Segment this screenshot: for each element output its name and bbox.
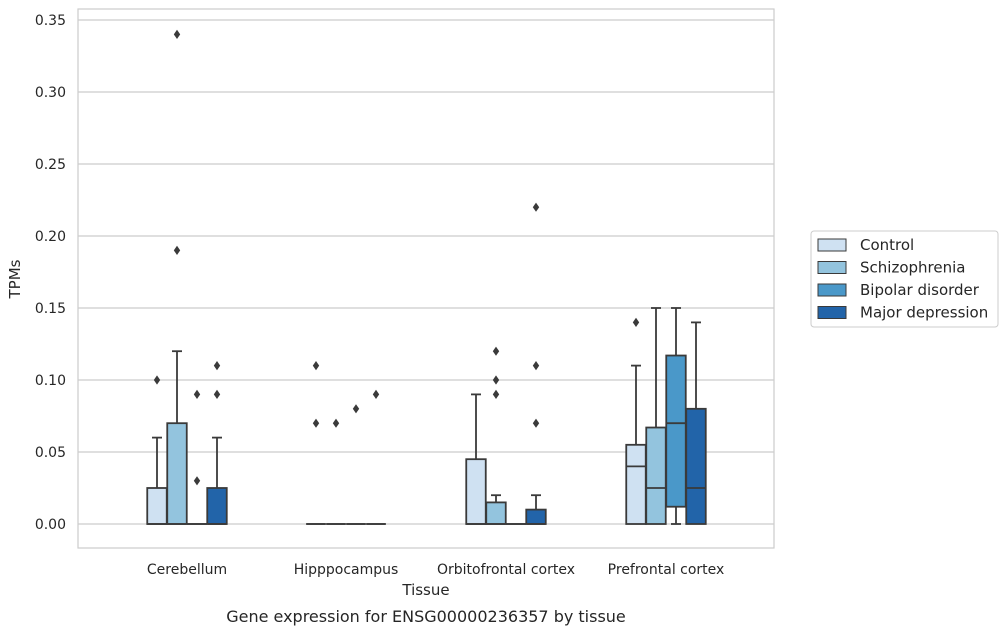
- outlier-point: [492, 375, 500, 385]
- box-group: [485, 346, 507, 525]
- plot-area-frame: [77, 8, 775, 549]
- box: [465, 458, 487, 525]
- outlier-point: [312, 418, 320, 428]
- box-group: [665, 307, 687, 525]
- box: [665, 354, 687, 508]
- box: [625, 443, 647, 525]
- box: [206, 487, 228, 525]
- box-group: [346, 404, 366, 525]
- box-group: [685, 321, 707, 525]
- x-tick-label: Cerebellum: [147, 562, 227, 578]
- outlier-point: [372, 389, 380, 399]
- y-axis-ticks: 0.00 0.05 0.10 0.15 0.20 0.25 0.30 0.35: [35, 13, 66, 533]
- outlier-point: [532, 361, 540, 371]
- chart-caption: Gene expression for ENSG00000236357 by t…: [226, 607, 626, 626]
- legend-item: Major depression: [817, 304, 988, 322]
- outlier-point: [173, 29, 181, 39]
- legend-label: Control: [860, 236, 914, 254]
- legend-label: Major depression: [860, 304, 988, 322]
- outlier-point: [492, 346, 500, 356]
- y-tick-label: 0.05: [35, 445, 66, 461]
- x-tick-label: Orbitofrontal cortex: [437, 562, 575, 578]
- box-group: [206, 361, 228, 525]
- gridlines: [78, 19, 774, 525]
- box-group: [625, 317, 647, 525]
- legend-label: Schizophrenia: [860, 259, 965, 277]
- box-group: [645, 307, 667, 525]
- x-tick-label: Prefrontal cortex: [608, 562, 725, 578]
- y-tick-label: 0.25: [35, 157, 66, 173]
- x-axis-label: Tissue: [401, 581, 449, 599]
- box: [146, 487, 168, 525]
- legend-swatch: [817, 238, 847, 252]
- legend-label: Bipolar disorder: [860, 281, 980, 299]
- outlier-point: [193, 476, 201, 486]
- y-tick-label: 0.00: [35, 517, 66, 533]
- box-group: [187, 389, 207, 525]
- box: [166, 422, 188, 525]
- outlier-point: [173, 245, 181, 255]
- y-tick-label: 0.10: [35, 373, 66, 389]
- legend-swatch: [817, 306, 847, 319]
- y-tick-label: 0.30: [35, 85, 66, 101]
- legend-frame: [810, 230, 999, 328]
- outlier-point: [632, 317, 640, 327]
- box-plot-series: [146, 29, 707, 525]
- box-group: [326, 418, 346, 525]
- x-tick-label: Hipppocampus: [294, 562, 399, 578]
- box-group: [306, 361, 326, 525]
- box: [685, 407, 707, 525]
- legend-swatch: [817, 261, 847, 274]
- outlier-point: [352, 404, 360, 414]
- legend-item: Bipolar disorder: [817, 281, 980, 299]
- legend-item: Schizophrenia: [817, 259, 965, 277]
- outlier-point: [332, 418, 340, 428]
- y-tick-label: 0.15: [35, 301, 66, 317]
- box-group: [366, 389, 386, 525]
- y-tick-label: 0.35: [35, 13, 66, 29]
- box: [485, 501, 507, 525]
- outlier-point: [213, 361, 221, 371]
- y-tick-label: 0.20: [35, 229, 66, 245]
- box-group: [465, 393, 487, 525]
- outlier-point: [532, 418, 540, 428]
- outlier-point: [492, 389, 500, 399]
- outlier-point: [213, 389, 221, 399]
- legend: Control Schizophrenia Bipolar disorder Majo…: [810, 230, 999, 328]
- legend-swatch: [817, 283, 847, 297]
- outlier-point: [532, 202, 540, 212]
- y-axis-label: TPMs: [6, 259, 24, 299]
- box: [525, 508, 547, 525]
- box-group: [166, 29, 188, 525]
- legend-item: Control: [817, 236, 914, 254]
- box-group: [525, 202, 547, 525]
- box: [645, 426, 667, 525]
- outlier-point: [193, 389, 201, 399]
- x-axis-ticks: Cerebellum Hipppocampus Orbitofrontal cort…: [147, 562, 724, 578]
- outlier-point: [153, 375, 161, 385]
- box-group: [146, 375, 168, 525]
- outlier-point: [312, 361, 320, 371]
